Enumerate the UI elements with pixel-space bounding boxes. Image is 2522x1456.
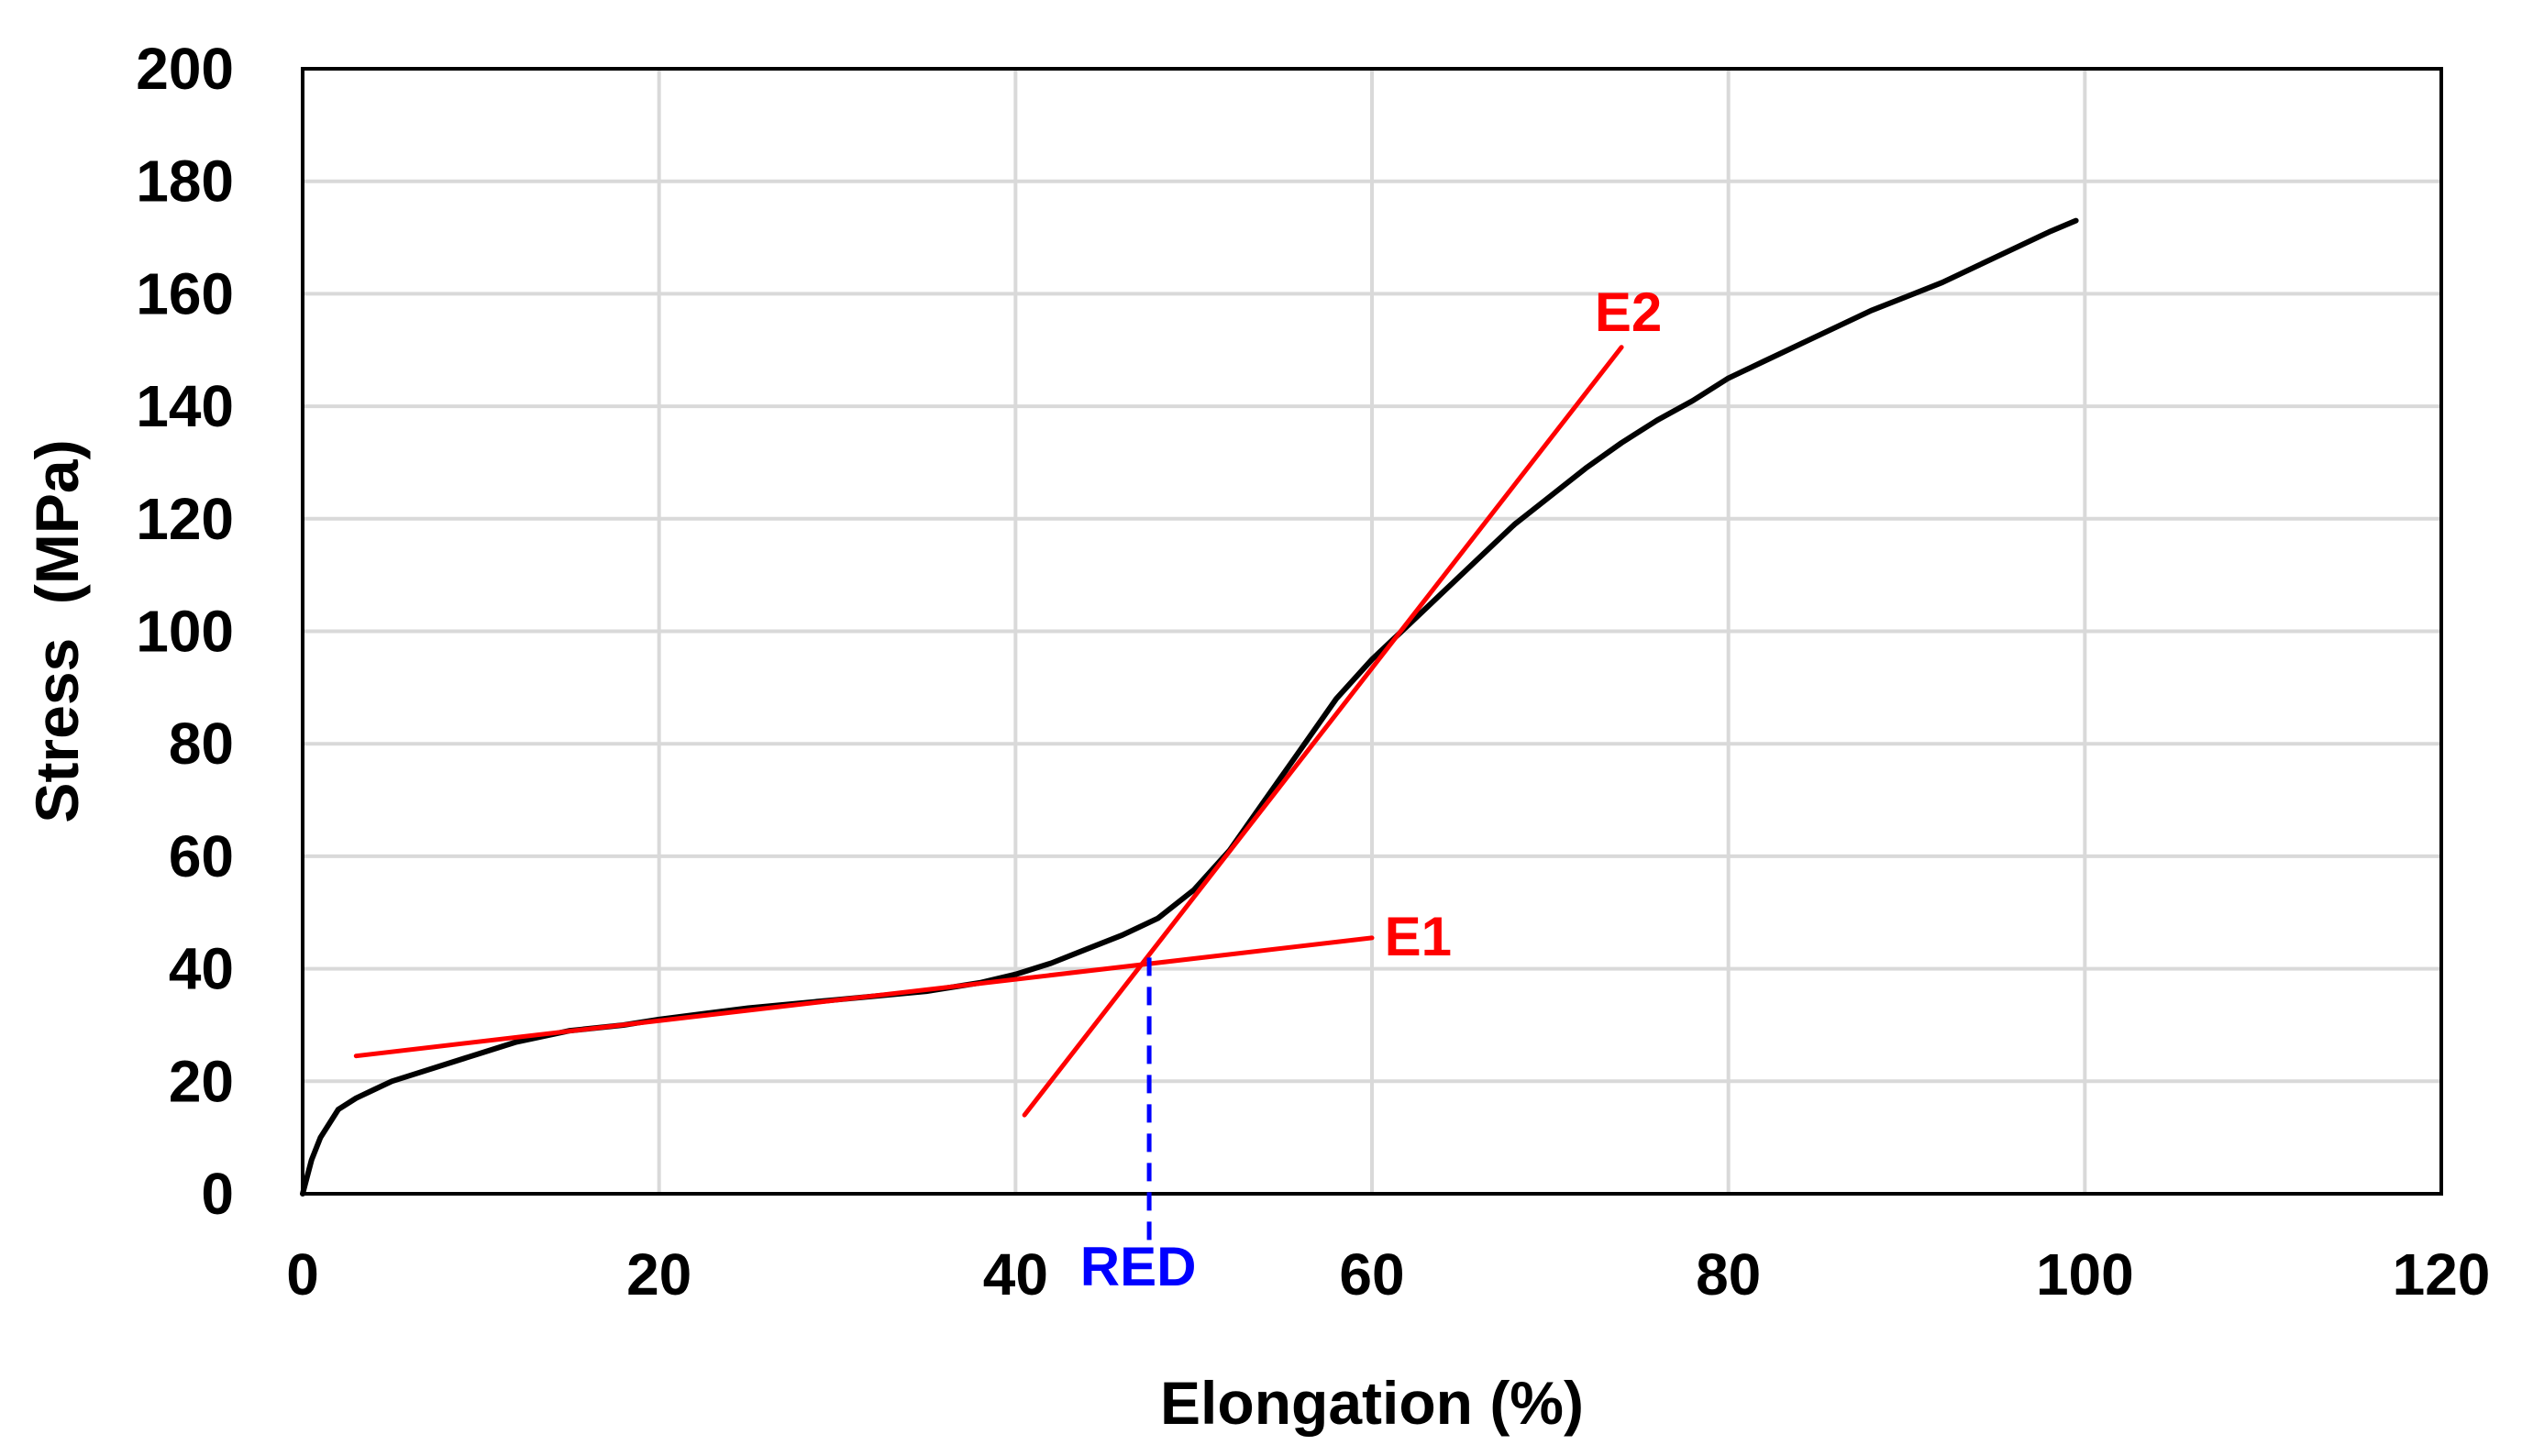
x-tick-label: 40 — [983, 1241, 1048, 1307]
x-tick-label: 100 — [2036, 1241, 2134, 1307]
x-tick-label: 0 — [286, 1241, 319, 1307]
y-tick-label: 20 — [169, 1048, 234, 1114]
stress-curve-line — [300, 217, 2079, 1197]
series-layer — [300, 217, 2079, 1197]
series-line-e2 — [1022, 345, 1624, 1118]
y-tick-label: 140 — [136, 373, 234, 439]
red-label: RED — [1080, 1236, 1197, 1297]
y-tick-label: 0 — [201, 1161, 234, 1227]
y-tick-label: 60 — [169, 823, 234, 889]
y-tick-label: 180 — [136, 149, 234, 215]
x-axis-title: Elongation (%) — [1160, 1369, 1584, 1437]
y-tick-label: 200 — [136, 36, 234, 102]
y-tick-label: 120 — [136, 486, 234, 552]
tick-labels: 0 20 40 60 80 100 120 0 20 40 60 80 100 120 140 160 180 2… — [136, 36, 2490, 1307]
x-tick-label: 60 — [1339, 1241, 1404, 1307]
annotations: E1 E2 RED — [1080, 281, 1663, 1297]
plot-frame — [301, 67, 2443, 1196]
y-tick-label: 100 — [136, 599, 234, 665]
x-tick-label: 80 — [1696, 1241, 1761, 1307]
x-tick-label: 20 — [626, 1241, 691, 1307]
x-tick-label: 120 — [2393, 1241, 2491, 1307]
y-tick-label: 80 — [169, 711, 234, 777]
y-axis-title: Stress (MPa) — [23, 439, 91, 822]
y-tick-label: 160 — [136, 260, 234, 326]
y-tick-label: 40 — [169, 936, 234, 1002]
series-line-e1 — [353, 935, 1375, 1059]
annotation-e2: E2 — [1595, 281, 1662, 343]
grid-lines — [303, 69, 2441, 1194]
annotation-e1: E1 — [1385, 906, 1452, 967]
